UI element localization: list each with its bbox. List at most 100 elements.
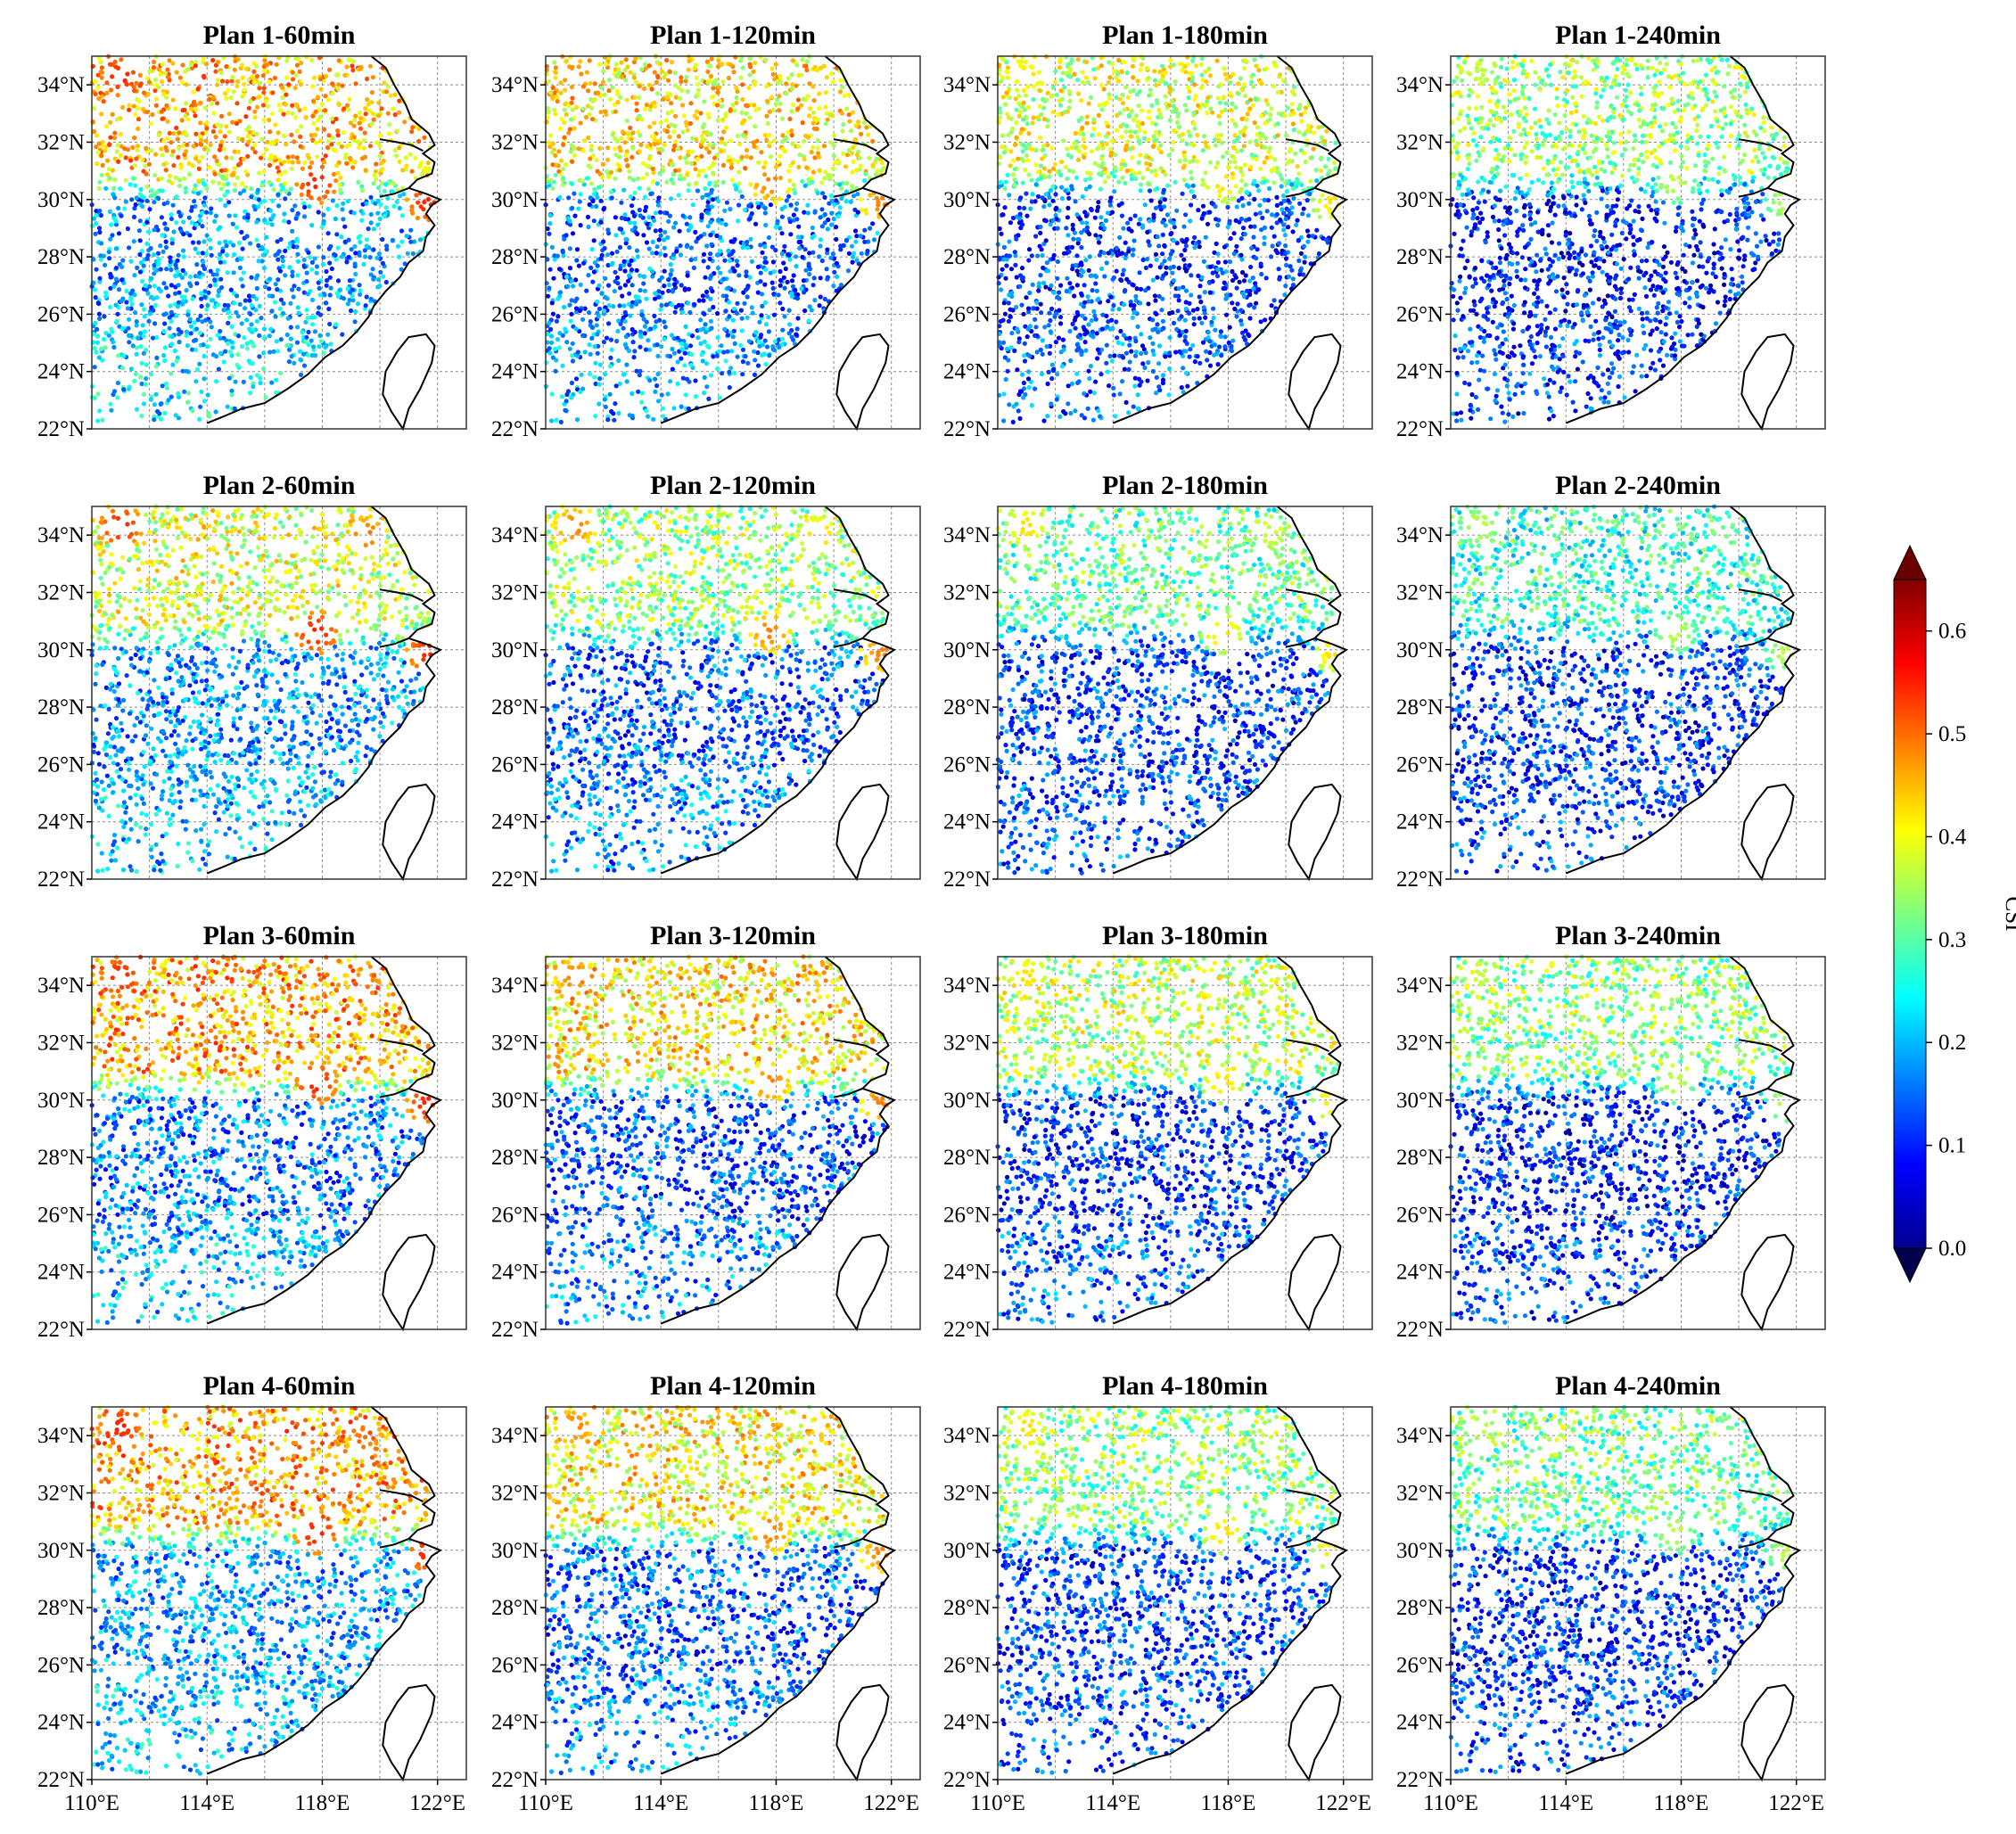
station-dot [1076,57,1081,62]
station-dot [621,129,625,134]
station-dot [689,258,694,262]
station-dot [671,226,676,230]
station-dot [359,209,364,213]
station-dot [181,249,185,253]
station-dot [557,267,562,271]
station-dot [609,190,613,194]
station-dot [270,111,275,116]
station-dot [313,353,317,358]
station-dot [254,238,259,243]
station-dot [127,333,131,338]
station-dot [99,111,103,116]
station-dot [376,185,381,190]
station-dot [319,87,324,92]
station-dot [144,172,149,177]
station-dot [152,263,156,267]
station-dot [580,333,585,338]
station-dot [230,345,235,350]
station-dot [1230,154,1234,159]
station-dot [1223,297,1228,301]
station-dot [610,86,614,90]
station-dot [128,158,133,162]
station-dot [341,130,346,135]
station-dot [147,69,152,73]
station-dot [555,163,559,168]
station-dot [1284,263,1288,267]
station-dot [1042,325,1047,329]
station-dot [695,82,700,86]
station-dot [835,275,839,279]
station-dot [625,163,629,168]
station-dot [345,64,350,69]
station-dot [245,154,250,159]
station-dot [171,229,176,234]
station-dot [370,121,374,126]
station-dot [547,141,551,145]
station-dot [771,259,776,264]
station-dot [862,240,867,244]
station-dot [202,181,206,185]
station-dot [694,137,698,142]
station-dot [235,258,240,262]
station-dot [1021,181,1025,185]
station-dot [239,277,243,282]
station-dot [135,407,139,412]
station-dot [1255,184,1260,188]
station-dot [1129,129,1133,134]
station-dot [267,333,272,338]
station-dot [1008,220,1013,225]
station-dot [107,250,111,254]
station-dot [153,78,158,82]
station-dot [717,349,721,353]
station-dot [1173,225,1177,229]
station-dot [177,210,181,214]
station-dot [787,308,792,313]
station-dot [608,392,613,397]
station-dot [100,173,104,177]
station-dot [597,382,602,387]
station-dot [1058,284,1063,288]
station-dot [819,207,824,211]
station-dot [618,267,622,271]
station-dot [1106,369,1110,374]
station-dot [1230,196,1234,201]
station-dot [760,292,764,296]
station-dot [638,208,642,212]
station-dot [635,268,639,273]
station-dot [645,320,649,325]
station-dot [1243,162,1247,167]
station-dot [302,106,307,111]
station-dot [590,325,595,330]
station-dot [353,261,358,266]
station-dot [223,350,227,354]
station-dot [648,104,653,109]
station-dot [695,188,700,193]
station-dot [168,131,172,136]
station-dot [102,254,106,259]
station-dot [132,239,136,243]
station-dot [812,116,817,120]
station-dot [202,203,207,208]
station-dot [802,139,806,144]
station-dot [95,267,99,272]
station-dot [1314,168,1319,172]
station-dot [278,371,283,375]
station-dot [162,411,167,415]
station-dot [679,243,683,248]
station-dot [145,257,150,261]
station-dot [816,151,820,155]
station-dot [623,310,628,315]
station-dot [844,106,849,111]
station-dot [638,143,643,147]
station-dot [1203,290,1207,294]
station-dot [1258,167,1263,171]
station-dot [1181,225,1186,229]
station-dot [1051,167,1056,171]
station-dot [115,319,119,324]
station-dot [666,277,671,282]
station-dot [570,66,574,70]
station-dot [752,144,756,149]
station-dot [240,321,244,325]
station-dot [177,253,181,258]
station-dot [185,143,189,147]
